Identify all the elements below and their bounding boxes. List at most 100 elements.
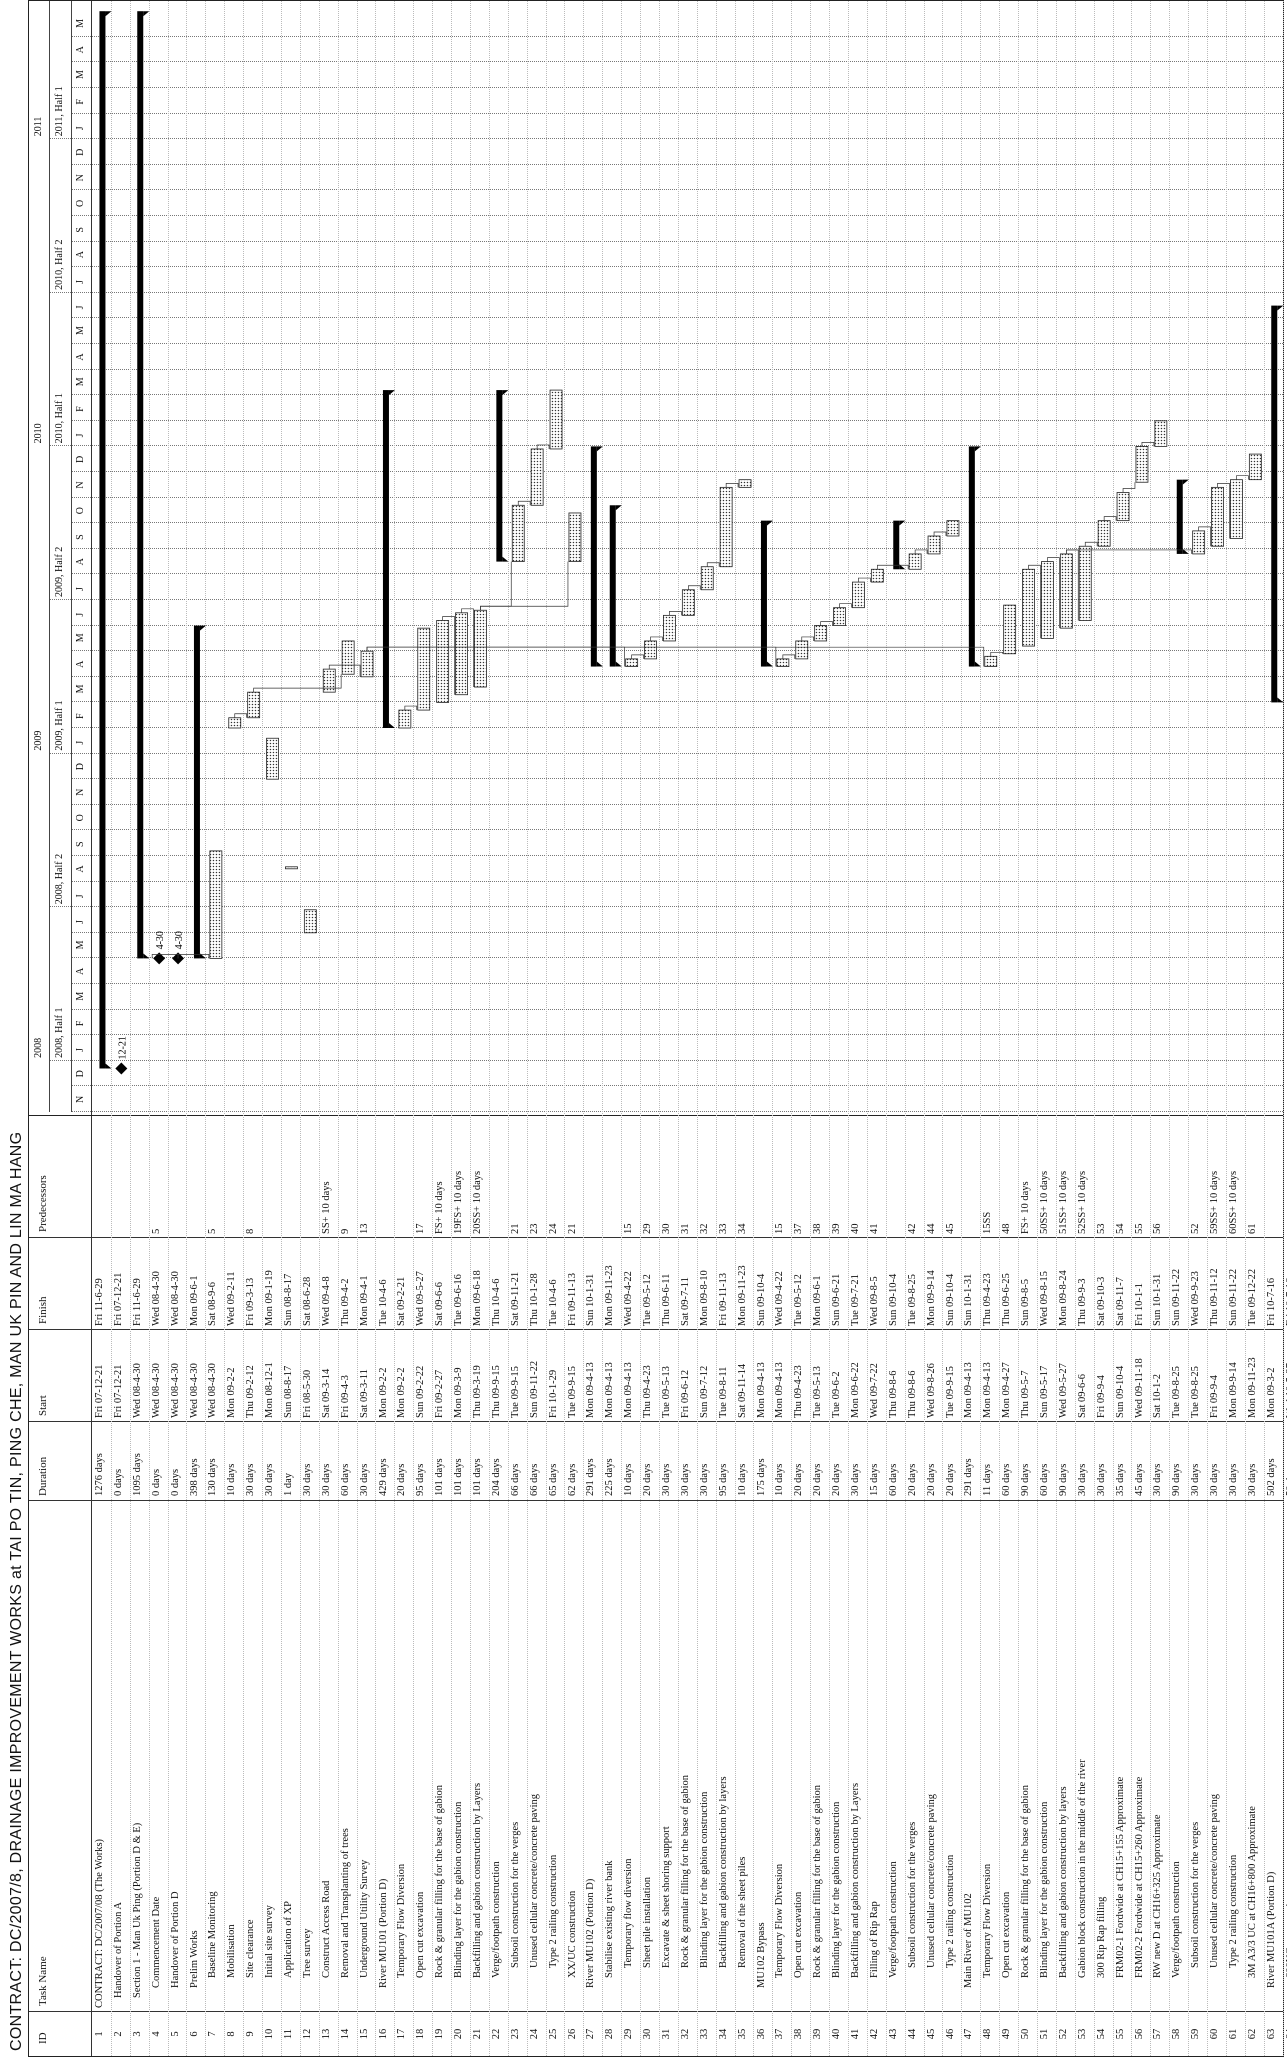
task-bar[interactable] — [360, 650, 374, 678]
task-bar[interactable] — [908, 553, 922, 570]
dependency-link[interactable] — [877, 564, 909, 570]
summary-bar-end-cap[interactable] — [596, 446, 603, 452]
dependency-link[interactable] — [253, 674, 342, 693]
dependency-link[interactable] — [1217, 483, 1230, 539]
summary-bar-end-cap[interactable] — [199, 625, 206, 631]
dependency-link[interactable] — [782, 654, 796, 659]
summary-bar[interactable] — [137, 11, 144, 959]
task-bar[interactable] — [625, 658, 639, 667]
milestone-marker[interactable] — [115, 1062, 128, 1075]
summary-bar[interactable] — [1176, 479, 1183, 554]
summary-bar-end-cap[interactable] — [105, 11, 112, 17]
dependency-link[interactable] — [820, 621, 833, 626]
summary-bar-end-cap[interactable] — [899, 520, 906, 526]
task-bar[interactable] — [1041, 561, 1054, 639]
summary-bar-start-cap[interactable] — [388, 723, 395, 728]
summary-bar-end-cap[interactable] — [615, 505, 622, 511]
summary-bar-end-cap[interactable] — [143, 11, 150, 17]
task-bar[interactable] — [1078, 545, 1092, 621]
task-bar[interactable] — [398, 709, 412, 729]
task-bar[interactable] — [870, 568, 884, 583]
summary-bar[interactable] — [609, 505, 616, 667]
task-bar[interactable] — [209, 850, 223, 959]
dependency-link[interactable] — [442, 616, 455, 695]
dependency-link[interactable] — [404, 705, 418, 711]
summary-bar[interactable] — [496, 390, 503, 562]
task-bar[interactable] — [1097, 520, 1111, 547]
summary-bar[interactable] — [99, 11, 106, 1069]
dependency-link[interactable] — [990, 651, 1003, 657]
task-bar[interactable] — [927, 535, 941, 555]
task-bar[interactable] — [568, 512, 582, 562]
summary-bar-end-cap[interactable] — [766, 520, 773, 526]
task-bar[interactable] — [417, 627, 431, 711]
task-bar[interactable] — [1059, 553, 1073, 629]
task-bar[interactable] — [228, 717, 242, 729]
dependency-link[interactable] — [1028, 564, 1041, 639]
task-bar[interactable] — [247, 691, 261, 719]
milestone-date-label[interactable]: 4-30 — [174, 931, 185, 949]
task-bar[interactable] — [700, 566, 714, 591]
task-bar[interactable] — [266, 737, 279, 780]
summary-bar[interactable] — [968, 446, 975, 667]
task-bar[interactable] — [946, 520, 960, 537]
dependency-link[interactable] — [234, 713, 247, 718]
summary-bar[interactable] — [193, 625, 200, 959]
dependency-link[interactable] — [706, 562, 720, 567]
summary-bar[interactable] — [893, 520, 900, 570]
task-bar[interactable] — [644, 640, 657, 660]
summary-bar-start-cap[interactable] — [1277, 697, 1284, 703]
summary-bar-start-cap[interactable] — [502, 556, 509, 562]
dependency-link[interactable] — [366, 646, 985, 667]
dependency-link[interactable] — [328, 664, 361, 677]
summary-bar[interactable] — [760, 520, 767, 667]
dependency-link[interactable] — [914, 549, 928, 554]
task-bar[interactable] — [833, 607, 846, 626]
task-bar[interactable] — [1003, 604, 1017, 655]
task-bar[interactable] — [1230, 479, 1243, 539]
task-bar[interactable] — [984, 655, 998, 667]
dependency-link[interactable] — [631, 654, 644, 659]
summary-bar-end-cap[interactable] — [388, 390, 395, 396]
task-bar[interactable] — [1211, 486, 1224, 547]
task-bar[interactable] — [776, 658, 790, 667]
task-bar[interactable] — [814, 625, 828, 642]
dependency-link[interactable] — [1122, 482, 1136, 493]
dependency-link[interactable] — [933, 531, 947, 536]
task-bar[interactable] — [681, 589, 695, 616]
task-bar[interactable] — [719, 486, 733, 568]
task-bar[interactable] — [1192, 530, 1206, 555]
summary-bar-start-cap[interactable] — [143, 953, 150, 959]
dependency-link[interactable] — [650, 636, 663, 641]
task-bar[interactable] — [1154, 420, 1168, 447]
summary-bar-start-cap[interactable] — [596, 661, 603, 667]
summary-bar-end-cap[interactable] — [974, 446, 981, 452]
task-bar[interactable] — [511, 504, 525, 562]
dependency-link[interactable] — [480, 561, 512, 611]
task-bar[interactable] — [455, 612, 468, 696]
task-bar[interactable] — [738, 479, 752, 488]
task-bar[interactable] — [1248, 453, 1262, 481]
milestone-date-label[interactable]: 12-21 — [117, 1036, 128, 1059]
dependency-link[interactable] — [669, 611, 682, 616]
dependency-link[interactable] — [1066, 549, 1192, 554]
summary-bar-start-cap[interactable] — [766, 661, 773, 667]
summary-bar[interactable] — [382, 390, 389, 728]
task-bar[interactable] — [1116, 492, 1130, 522]
dependency-link[interactable] — [366, 646, 625, 667]
summary-bar-start-cap[interactable] — [615, 661, 622, 667]
summary-bar-end-cap[interactable] — [1277, 305, 1284, 311]
milestone-date-label[interactable]: 4-30 — [155, 931, 166, 949]
dependency-link[interactable] — [1047, 557, 1060, 629]
summary-bar[interactable] — [590, 446, 597, 667]
task-bar[interactable] — [474, 609, 487, 688]
dependency-link[interactable] — [177, 954, 210, 959]
dependency-link[interactable] — [1198, 526, 1211, 547]
dependency-link[interactable] — [461, 608, 474, 688]
task-bar[interactable] — [1022, 568, 1035, 647]
task-bar[interactable] — [852, 581, 865, 609]
task-bar[interactable] — [285, 866, 298, 870]
dependency-link[interactable] — [801, 636, 814, 641]
task-bar[interactable] — [530, 448, 544, 506]
dependency-link[interactable] — [1103, 516, 1117, 521]
